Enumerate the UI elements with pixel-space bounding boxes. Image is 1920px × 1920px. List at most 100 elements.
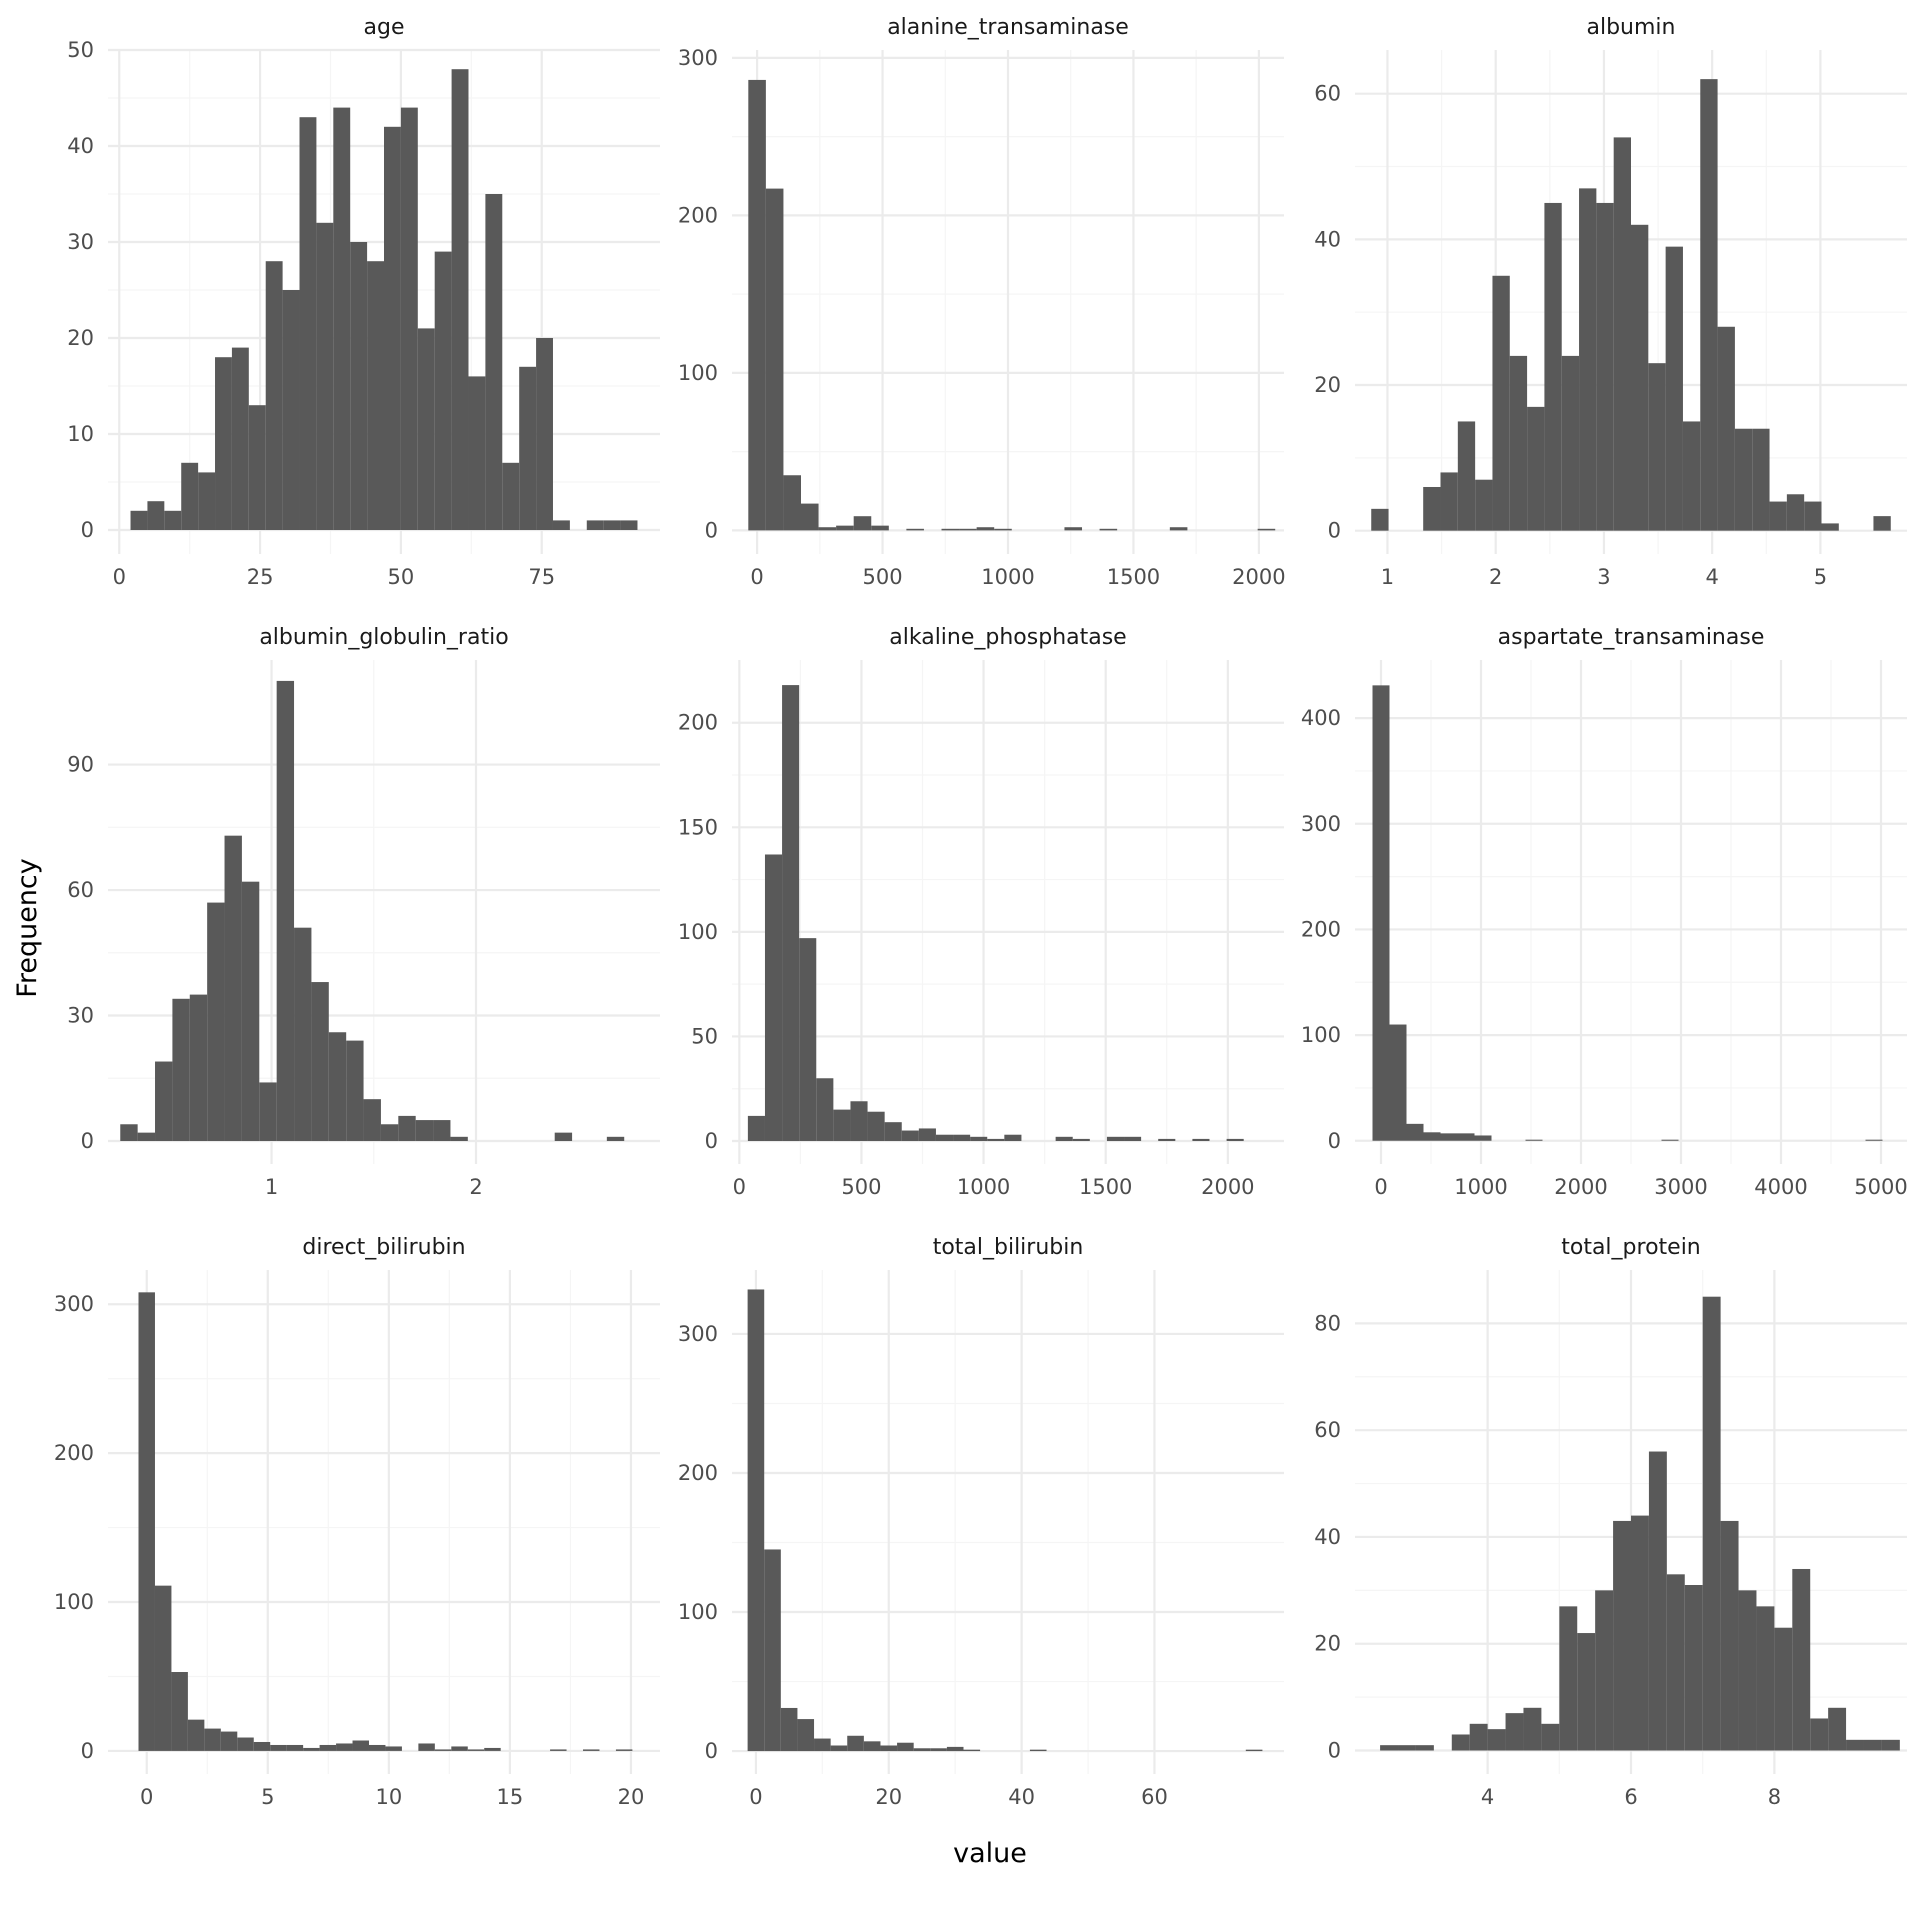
x-tick-label: 60 — [1141, 1785, 1168, 1809]
histogram-bar-direct-bilirubin-2 — [171, 1672, 188, 1751]
y-tick-label: 60 — [1314, 1418, 1341, 1442]
histogram-bar-direct-bilirubin-3 — [187, 1719, 205, 1751]
histogram-bar-alkaline-phosphatase-1 — [764, 854, 783, 1141]
y-tick-label: 0 — [81, 1129, 94, 1153]
y-tick-label: 100 — [678, 361, 718, 385]
histogram-bar-age-16 — [400, 107, 418, 530]
histogram-bar-albumin-globulin-ratio-21 — [606, 1136, 625, 1141]
histogram-bar-total-bilirubin-1 — [764, 1549, 781, 1752]
panel-age: age 0 25 50 75 0 10 20 30 40 50 — [67, 15, 660, 589]
histogram-bar-alkaline-phosphatase-16 — [1055, 1136, 1073, 1141]
histogram-bar-age-21 — [485, 194, 503, 530]
x-tick-label: 10 — [375, 1785, 402, 1809]
histogram-bar-albumin-globulin-ratio-3 — [172, 998, 190, 1141]
histogram-bar-albumin-2 — [1440, 472, 1458, 531]
histogram-bar-alkaline-phosphatase-13 — [970, 1136, 988, 1141]
histogram-bar-albumin-globulin-ratio-9 — [276, 680, 295, 1141]
histogram-bar-alanine-transaminase-6 — [853, 516, 872, 531]
histogram-bar-total-bilirubin-0 — [747, 1289, 765, 1752]
histogram-bar-total-bilirubin-2 — [780, 1707, 798, 1752]
histogram-bar-albumin-16 — [1682, 421, 1701, 531]
y-tick-label: 20 — [67, 326, 94, 350]
x-tick-label: 3 — [1597, 565, 1610, 589]
histogram-bar-albumin-17 — [1700, 79, 1718, 531]
histogram-bar-albumin-globulin-ratio-10 — [294, 927, 312, 1141]
histogram-bar-albumin-globulin-ratio-4 — [189, 994, 208, 1141]
y-tick-label: 200 — [1301, 917, 1341, 941]
x-tick-label: 2000 — [1232, 565, 1285, 589]
x-tick-label: 25 — [247, 565, 274, 589]
histogram-bar-albumin-globulin-ratio-8 — [259, 1082, 277, 1141]
histogram-bar-age-12 — [333, 107, 351, 530]
histogram-bar-total-protein-16 — [1684, 1585, 1703, 1751]
histogram-bar-total-protein-25 — [1846, 1739, 1864, 1751]
histogram-bar-age-10 — [299, 117, 317, 530]
histogram-bar-direct-bilirubin-11 — [319, 1744, 337, 1751]
panel-alanine-transaminase: alanine_transaminase 0 500 1000 1500 2000 0 100… — [678, 15, 1286, 589]
histogram-bar-alanine-transaminase-2 — [783, 475, 801, 531]
x-tick-label: 500 — [862, 565, 902, 589]
histogram-bar-alanine-transaminase-14 — [1099, 528, 1118, 531]
histogram-bar-albumin-12 — [1613, 137, 1631, 531]
histogram-bar-age-9 — [282, 290, 300, 530]
histogram-bar-albumin-4 — [1475, 479, 1493, 531]
histogram-bar-albumin-7 — [1527, 406, 1545, 531]
histogram-bar-direct-bilirubin-22 — [583, 1749, 600, 1751]
panel-title-total-protein: total_protein — [1561, 1235, 1701, 1260]
y-tick-label: 200 — [678, 203, 718, 227]
panel-title-alkaline-phosphatase: alkaline_phosphatase — [889, 625, 1126, 650]
histogram-bar-alanine-transaminase-1 — [765, 188, 784, 531]
histogram-bar-alanine-transaminase-12 — [994, 528, 1012, 531]
histogram-bar-total-protein-26 — [1863, 1739, 1882, 1751]
histogram-bar-total-protein-23 — [1810, 1718, 1829, 1751]
histogram-bar-total-protein-10 — [1577, 1633, 1596, 1751]
y-tick-label: 100 — [678, 920, 718, 944]
histogram-bar-aspartate-transaminase-8 — [1661, 1139, 1679, 1141]
histogram-bar-total-protein-20 — [1756, 1606, 1775, 1751]
histogram-bar-age-19 — [451, 69, 469, 530]
panel-albumin-globulin-ratio: albumin_globulin_ratio 1 2 0 30 60 90 — [67, 625, 660, 1199]
histogram-bar-total-protein-24 — [1828, 1707, 1847, 1751]
histogram-bar-alanine-transaminase-11 — [976, 527, 995, 531]
histogram-bar-age-6 — [231, 347, 249, 530]
x-tick-label: 1000 — [981, 565, 1034, 589]
y-tick-label: 0 — [1328, 1739, 1341, 1763]
histogram-bar-albumin-globulin-ratio-0 — [120, 1124, 138, 1141]
histogram-bar-direct-bilirubin-18 — [451, 1746, 468, 1751]
histogram-bar-albumin-23 — [1804, 501, 1822, 531]
histogram-bar-total-protein-8 — [1541, 1723, 1560, 1751]
histogram-bar-albumin-globulin-ratio-13 — [346, 1040, 364, 1141]
histogram-bar-aspartate-transaminase-0 — [1372, 685, 1390, 1141]
histogram-bar-total-protein-5 — [1487, 1729, 1506, 1751]
y-tick-label: 10 — [67, 422, 94, 446]
histogram-bar-total-bilirubin-13 — [963, 1749, 981, 1752]
histogram-bar-age-17 — [417, 328, 435, 530]
histogram-bar-aspartate-transaminase-7 — [1525, 1139, 1543, 1141]
y-tick-label: 50 — [691, 1024, 718, 1048]
panel-total-bilirubin: total_bilirubin 0 20 40 60 0 100 200 300 — [678, 1235, 1284, 1809]
y-tick-label: 100 — [678, 1600, 718, 1624]
histogram-bar-direct-bilirubin-21 — [550, 1749, 567, 1751]
x-axis-title: value — [953, 1838, 1027, 1869]
histogram-bar-albumin-3 — [1457, 421, 1476, 531]
histogram-bar-direct-bilirubin-6 — [237, 1737, 254, 1751]
histogram-bar-age-13 — [350, 242, 368, 530]
histogram-bar-alanine-transaminase-13 — [1064, 527, 1083, 531]
y-tick-label: 60 — [1314, 82, 1341, 106]
x-tick-label: 75 — [528, 565, 555, 589]
histogram-bar-total-bilirubin-8 — [880, 1745, 898, 1752]
y-tick-label: 100 — [54, 1590, 94, 1614]
histogram-bar-albumin-globulin-ratio-19 — [450, 1136, 468, 1141]
x-tick-label: 1000 — [1454, 1175, 1507, 1199]
y-tick-label: 90 — [67, 753, 94, 777]
histogram-bar-age-24 — [536, 338, 553, 530]
y-tick-label: 300 — [54, 1292, 94, 1316]
histogram-bar-alanine-transaminase-4 — [818, 527, 837, 531]
histogram-bar-total-protein-9 — [1559, 1606, 1578, 1751]
histogram-bar-albumin-globulin-ratio-12 — [328, 1032, 347, 1141]
y-tick-label: 200 — [678, 1461, 718, 1485]
y-tick-label: 0 — [705, 1129, 718, 1153]
histogram-bar-alanine-transaminase-10 — [959, 528, 977, 531]
panel-albumin: albumin 1 2 3 4 5 0 20 40 60 — [1314, 15, 1907, 589]
histogram-bar-total-protein-6 — [1505, 1713, 1524, 1751]
